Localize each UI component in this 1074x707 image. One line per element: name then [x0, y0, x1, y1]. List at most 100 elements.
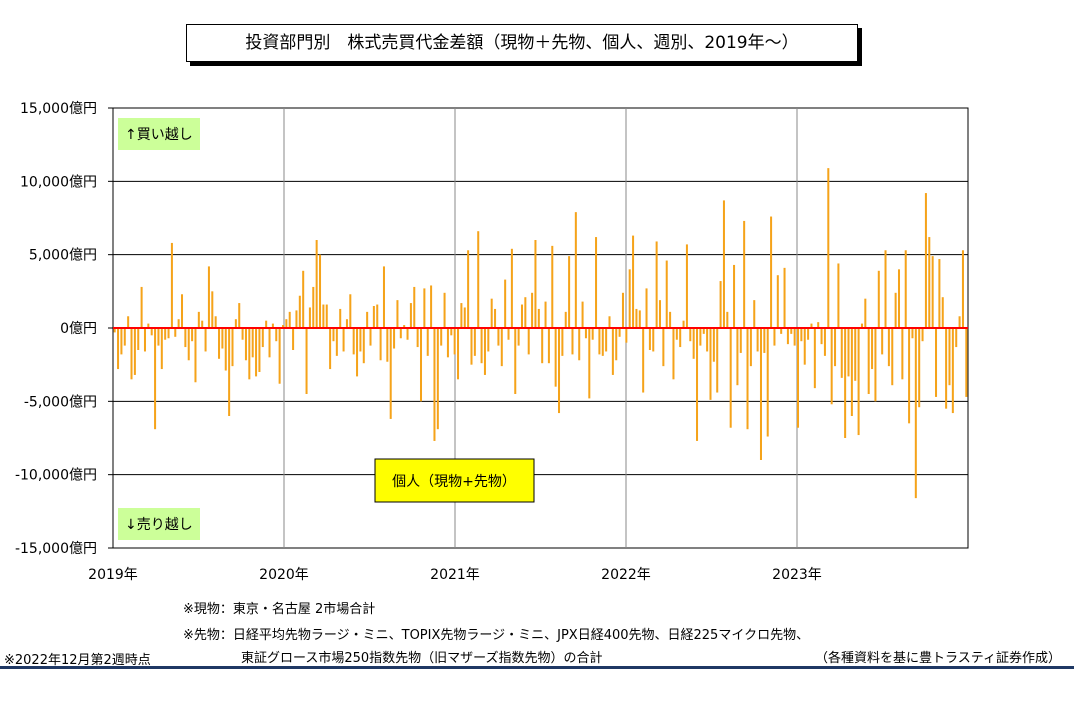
- y-tick-label: -15,000億円: [15, 541, 97, 557]
- source-note: （各種資料を基に豊トラスティ証券作成）: [815, 651, 1061, 666]
- bar: [147, 323, 150, 328]
- bar: [517, 328, 520, 346]
- bar: [487, 328, 490, 352]
- buy-label: ↑買い越し: [125, 127, 193, 143]
- bar: [547, 328, 550, 364]
- bars: [113, 168, 968, 499]
- bar: [133, 328, 136, 375]
- bar: [662, 328, 665, 367]
- bar: [749, 328, 752, 367]
- bar: [618, 328, 621, 337]
- bar: [857, 328, 860, 436]
- bar: [642, 328, 645, 393]
- note-sakimono-cont: 東証グロース市場250指数先物（旧マザーズ指数先物）の合計: [241, 651, 603, 666]
- bar: [413, 286, 416, 328]
- bar: [854, 328, 857, 381]
- bar: [736, 328, 739, 386]
- bar: [632, 235, 635, 328]
- bar: [399, 328, 402, 339]
- bar: [433, 328, 436, 441]
- bar: [945, 328, 948, 409]
- bar: [443, 292, 446, 328]
- bar: [605, 328, 608, 352]
- bar: [278, 328, 281, 384]
- bar: [393, 328, 396, 349]
- bottom-rule: [0, 666, 1074, 669]
- bar: [877, 270, 880, 328]
- bar: [527, 328, 530, 355]
- bar: [154, 328, 157, 430]
- bar: [339, 308, 342, 328]
- bar: [251, 328, 254, 358]
- bar: [285, 319, 288, 328]
- bar: [302, 270, 305, 328]
- bar: [490, 298, 493, 328]
- bar: [797, 328, 800, 428]
- bar: [211, 291, 214, 328]
- x-axis-ticks: 2019年 2020年 2021年 2022年 2023年: [88, 567, 822, 583]
- bar: [780, 328, 783, 334]
- bar: [238, 303, 241, 328]
- bar: [379, 328, 382, 361]
- bar: [457, 328, 460, 380]
- bar: [292, 328, 295, 350]
- bar: [655, 241, 658, 328]
- bar: [504, 279, 507, 328]
- bar: [419, 328, 423, 402]
- note-sakimono: ※先物：日経平均先物ラージ・ミニ、TOPIX先物ラージ・ミニ、JPX日経400先…: [183, 628, 810, 643]
- bar: [860, 323, 863, 328]
- bar: [850, 328, 853, 416]
- bar: [931, 256, 934, 328]
- bar: [726, 311, 729, 328]
- bar: [571, 328, 574, 355]
- bar: [938, 259, 941, 328]
- bar: [837, 263, 840, 328]
- bar: [652, 328, 655, 352]
- bar: [143, 328, 146, 352]
- bar: [120, 328, 123, 355]
- bar: [362, 328, 365, 364]
- bar: [356, 328, 359, 377]
- bar: [241, 328, 244, 340]
- bar: [830, 328, 833, 405]
- bar: [201, 320, 204, 328]
- bar: [911, 328, 914, 339]
- bar: [194, 328, 197, 383]
- bar: [137, 328, 140, 350]
- bar: [177, 319, 180, 328]
- bar: [345, 319, 348, 328]
- bar: [961, 250, 964, 328]
- bar: [218, 328, 221, 359]
- bar: [628, 269, 631, 328]
- bar: [897, 269, 901, 328]
- bar: [382, 266, 385, 328]
- bar: [588, 328, 591, 399]
- bar: [207, 266, 210, 328]
- bar: [514, 328, 517, 394]
- bar: [719, 281, 722, 328]
- bar: [793, 328, 796, 346]
- bar: [255, 328, 258, 377]
- bar: [638, 310, 641, 328]
- bar: [635, 308, 638, 328]
- bar: [817, 322, 820, 328]
- bar: [756, 328, 759, 352]
- bar: [315, 240, 318, 328]
- bar: [807, 328, 810, 340]
- bar: [470, 328, 473, 365]
- bar: [595, 237, 598, 328]
- x-tick-label: 2020年: [259, 567, 309, 583]
- bar: [914, 328, 917, 499]
- bar: [783, 267, 786, 328]
- bar: [591, 328, 594, 340]
- bar: [743, 220, 746, 328]
- bar: [248, 328, 251, 380]
- bar: [689, 328, 692, 342]
- bar: [561, 328, 564, 356]
- bar: [867, 328, 870, 394]
- bar: [884, 250, 887, 328]
- bar: [403, 325, 406, 328]
- bar: [584, 328, 587, 339]
- legend-series-label: 個人（現物+先物）: [392, 474, 516, 490]
